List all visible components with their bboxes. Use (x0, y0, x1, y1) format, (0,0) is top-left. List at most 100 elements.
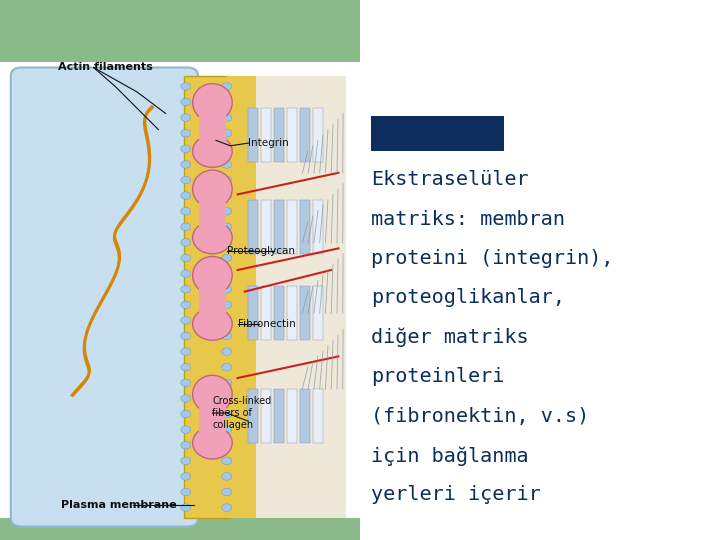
Circle shape (222, 348, 232, 355)
Bar (199, 405, 226, 432)
Circle shape (222, 160, 232, 168)
Circle shape (222, 207, 232, 215)
Bar (287, 200, 297, 254)
Circle shape (222, 363, 232, 371)
Circle shape (222, 441, 232, 449)
Bar (300, 200, 310, 254)
Text: proteini (integrin),: proteini (integrin), (371, 249, 613, 268)
Circle shape (181, 410, 191, 418)
Bar (199, 200, 226, 227)
Bar (199, 113, 226, 140)
Circle shape (222, 286, 232, 293)
Ellipse shape (192, 375, 232, 413)
Circle shape (181, 114, 191, 122)
Bar (274, 200, 284, 254)
Text: Ekstraselüler: Ekstraselüler (371, 170, 528, 189)
Circle shape (222, 504, 232, 511)
Bar (261, 389, 271, 443)
Circle shape (222, 223, 232, 231)
Circle shape (181, 504, 191, 511)
Circle shape (181, 395, 191, 402)
Text: Proteoglycan: Proteoglycan (227, 246, 294, 256)
Bar (300, 108, 310, 162)
Circle shape (222, 254, 232, 262)
Bar (248, 108, 258, 162)
Text: proteoglikanlar,: proteoglikanlar, (371, 288, 564, 307)
Circle shape (222, 301, 232, 308)
Bar (0, 0, 360, 62)
Circle shape (222, 114, 232, 122)
Circle shape (181, 457, 191, 464)
Circle shape (222, 270, 232, 278)
Circle shape (222, 379, 232, 387)
Bar (313, 286, 323, 340)
Bar (261, 286, 271, 340)
Bar (313, 200, 323, 254)
Circle shape (222, 98, 232, 106)
Ellipse shape (192, 84, 232, 122)
Bar (300, 389, 310, 443)
Circle shape (181, 239, 191, 246)
Ellipse shape (192, 308, 232, 340)
Bar (227, 76, 256, 518)
Circle shape (222, 488, 232, 496)
Bar (300, 286, 310, 340)
Circle shape (222, 192, 232, 199)
Text: (fibronektin, v.s): (fibronektin, v.s) (371, 407, 589, 426)
Bar (287, 389, 297, 443)
Circle shape (181, 270, 191, 278)
Bar (227, 76, 346, 518)
Circle shape (222, 145, 232, 153)
Bar (287, 286, 297, 340)
Bar (0, 518, 360, 540)
Circle shape (181, 207, 191, 215)
Text: matriks: membran: matriks: membran (371, 210, 564, 228)
Text: diğer matriks: diğer matriks (371, 328, 528, 347)
Circle shape (222, 472, 232, 480)
Bar (184, 76, 230, 518)
Text: Fibronectin: Fibronectin (238, 319, 295, 329)
Circle shape (181, 286, 191, 293)
Circle shape (222, 410, 232, 418)
Circle shape (181, 332, 191, 340)
Circle shape (181, 223, 191, 231)
Bar (248, 200, 258, 254)
Text: için bağlanma: için bağlanma (371, 446, 528, 465)
Text: Plasma membrane: Plasma membrane (61, 500, 177, 510)
Bar (313, 108, 323, 162)
Circle shape (181, 130, 191, 137)
Circle shape (181, 83, 191, 90)
Circle shape (181, 145, 191, 153)
Text: Actin filaments: Actin filaments (58, 63, 153, 72)
Circle shape (222, 426, 232, 434)
Circle shape (181, 441, 191, 449)
Bar (274, 108, 284, 162)
Bar (313, 389, 323, 443)
Circle shape (181, 98, 191, 106)
Text: yerleri içerir: yerleri içerir (371, 485, 541, 504)
Bar (261, 108, 271, 162)
Bar (248, 389, 258, 443)
Text: proteinleri: proteinleri (371, 367, 504, 386)
Circle shape (222, 176, 232, 184)
Bar (371, 116, 504, 151)
Bar (199, 286, 226, 313)
Circle shape (222, 457, 232, 464)
Circle shape (181, 176, 191, 184)
Ellipse shape (192, 221, 232, 254)
Circle shape (222, 395, 232, 402)
Bar (248, 286, 258, 340)
Circle shape (181, 379, 191, 387)
Circle shape (181, 363, 191, 371)
Bar (274, 286, 284, 340)
Bar (287, 108, 297, 162)
FancyBboxPatch shape (11, 68, 198, 526)
Circle shape (222, 332, 232, 340)
Circle shape (222, 83, 232, 90)
Circle shape (181, 192, 191, 199)
Circle shape (181, 254, 191, 262)
Text: Integrin: Integrin (248, 138, 289, 148)
Circle shape (181, 316, 191, 324)
Circle shape (181, 472, 191, 480)
Circle shape (181, 348, 191, 355)
